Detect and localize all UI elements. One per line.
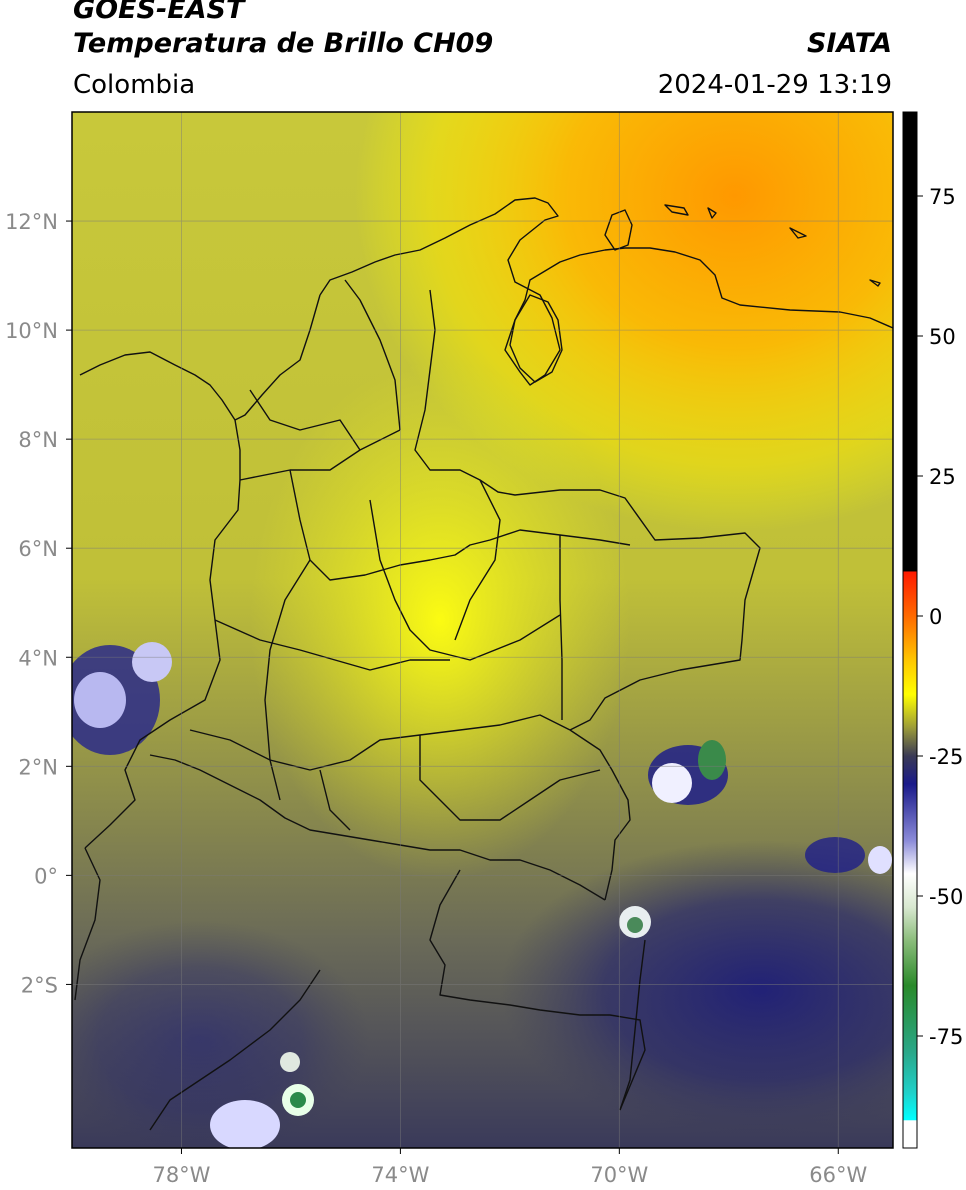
colorbar-ramp bbox=[902, 111, 918, 1149]
longitude-ticks: 78°W 74°W 70°W 66°W bbox=[152, 1148, 867, 1187]
colorbar-tick-label-0: 75 bbox=[929, 185, 956, 209]
pacific-coastline-colombia bbox=[84, 419, 241, 849]
region-label: Colombia bbox=[73, 70, 196, 100]
caribbean-coastline bbox=[319, 197, 893, 386]
lake-maracaibo bbox=[509, 294, 563, 383]
department-line-12 bbox=[319, 769, 351, 831]
aruba-curacao-islands bbox=[664, 204, 881, 287]
colorbar-tick-label-1: 50 bbox=[929, 325, 956, 349]
lat-tick-label-1: 10°N bbox=[5, 319, 58, 343]
latitude-ticks: 12°N 10°N 8°N 6°N 4°N 2°N 0° 2°S bbox=[5, 210, 72, 997]
peru-coast bbox=[149, 969, 321, 1131]
graticule bbox=[72, 112, 893, 1148]
department-line-3 bbox=[369, 499, 561, 661]
department-line-5 bbox=[214, 619, 450, 671]
department-line-1 bbox=[239, 429, 401, 481]
colorbar-tick-label-2: 25 bbox=[929, 465, 956, 489]
lat-tick-label-4: 4°N bbox=[18, 646, 58, 670]
colorbar-tick-label-4: -25 bbox=[929, 745, 963, 769]
department-line-6 bbox=[189, 714, 571, 771]
satellite-title: GOES-EAST bbox=[73, 0, 245, 25]
department-line-9 bbox=[344, 279, 401, 431]
lat-tick-label-7: 2°S bbox=[21, 973, 58, 997]
lat-tick-label-5: 2°N bbox=[18, 755, 58, 779]
lon-tick-label-2: 70°W bbox=[590, 1163, 648, 1187]
department-line-10 bbox=[249, 389, 361, 451]
colorbar-tick-label-5: -50 bbox=[929, 885, 963, 909]
department-line-2 bbox=[289, 469, 631, 581]
lat-tick-label-2: 8°N bbox=[18, 428, 58, 452]
coastlines-and-borders bbox=[74, 197, 893, 1131]
colorbar-ticks: 75 50 25 0 -25 -50 -75 bbox=[917, 185, 963, 1049]
timestamp-label: 2024-01-29 13:19 bbox=[657, 70, 892, 100]
lat-tick-label-3: 6°N bbox=[18, 537, 58, 561]
paraguana-peninsula bbox=[604, 209, 633, 251]
lat-tick-label-6: 0° bbox=[34, 864, 58, 888]
imagery-layer bbox=[72, 112, 893, 1148]
ecuador-peru-border bbox=[429, 869, 646, 1111]
map-frame bbox=[71, 111, 894, 1149]
colombia-brazil-border bbox=[569, 729, 631, 901]
lon-tick-label-1: 74°W bbox=[371, 1163, 429, 1187]
lon-tick-label-3: 66°W bbox=[809, 1163, 867, 1187]
colorbar-tick-label-6: -75 bbox=[929, 1025, 963, 1049]
pacific-coastline-north bbox=[79, 294, 321, 421]
product-title: Temperatura de Brillo CH09 bbox=[73, 28, 494, 59]
colombia-venezuela-border bbox=[414, 289, 761, 731]
lon-tick-label-0: 78°W bbox=[152, 1163, 210, 1187]
department-line-7 bbox=[419, 735, 601, 821]
colombia-peru-border bbox=[149, 754, 606, 901]
department-line-8 bbox=[559, 535, 563, 720]
agency-label: SIATA bbox=[806, 28, 892, 59]
colorbar-tick-label-3: 0 bbox=[929, 605, 942, 629]
brazil-peru-border bbox=[619, 939, 646, 1111]
colorbar: 75 50 25 0 -25 -50 -75 bbox=[902, 111, 963, 1149]
lat-tick-label-0: 12°N bbox=[5, 210, 58, 234]
ecuador-coast bbox=[74, 847, 101, 1001]
department-line-11 bbox=[454, 479, 501, 641]
